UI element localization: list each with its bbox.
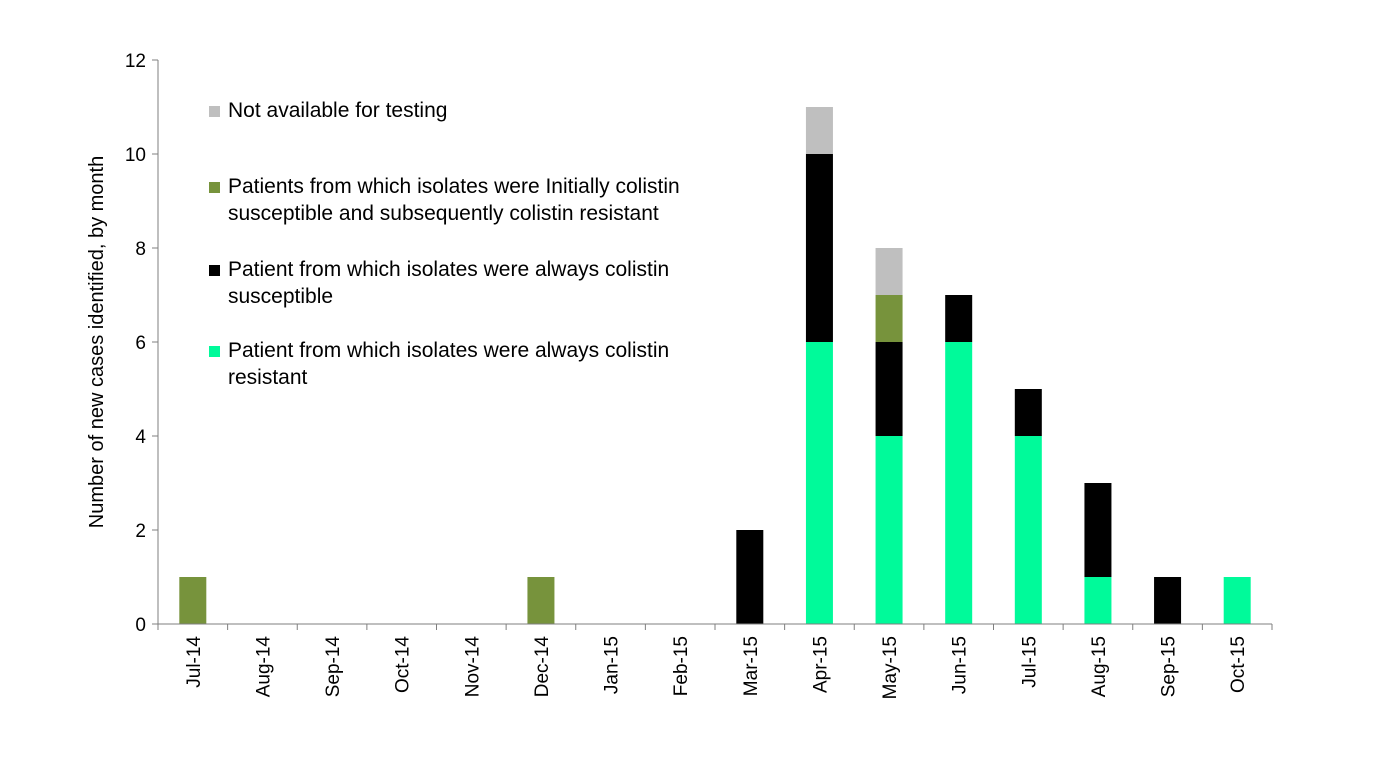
bar-segment-sep-15-s1 <box>1154 577 1182 624</box>
x-tick-label-nov-14: Nov-14 <box>462 636 483 698</box>
legend-swatch-1 <box>209 182 220 193</box>
bar-segment-mar-15-s1 <box>736 530 764 624</box>
bar-segment-jul-15-s1 <box>1014 389 1042 436</box>
bar-segment-apr-15-s0 <box>805 342 833 624</box>
x-tick-label-mar-15: Mar-15 <box>741 636 762 696</box>
x-tick-label-sep-15: Sep-15 <box>1159 636 1180 697</box>
x-tick-label-oct-15: Oct-15 <box>1228 636 1249 693</box>
bar-segment-may-15-s2 <box>875 295 903 342</box>
legend-swatch-0 <box>209 106 220 117</box>
y-tick-label: 12 <box>125 51 146 72</box>
x-tick-label-feb-15: Feb-15 <box>671 636 692 696</box>
legend-label-3: resistant <box>228 366 308 389</box>
axes-group: 0 2 4 6 8 10 12 Jul-14 Aug-14 Sep-14 Oct-14 Nov-14 D… <box>125 51 1273 699</box>
bar-segment-oct-15-s0 <box>1223 577 1251 624</box>
bar-segment-aug-15-s0 <box>1084 577 1112 624</box>
bar-segment-jun-15-s1 <box>945 295 973 342</box>
legend-swatch-2 <box>209 265 220 276</box>
bar-segment-jun-15-s0 <box>945 342 973 624</box>
x-tick-label-may-15: May-15 <box>880 636 901 699</box>
x-tick-label-jul-15: Jul-15 <box>1019 636 1040 688</box>
legend-swatch-3 <box>209 346 220 357</box>
x-tick-label-aug-15: Aug-15 <box>1089 636 1110 697</box>
x-tick-label-jul-14: Jul-14 <box>184 636 205 688</box>
legend-label-1: Patients from which isolates were Initia… <box>228 175 680 198</box>
x-tick-label-sep-14: Sep-14 <box>323 636 344 698</box>
bar-segment-apr-15-s1 <box>805 154 833 342</box>
bar-segment-dec-14-s2 <box>527 577 555 624</box>
bar-segment-jul-14-s2 <box>179 577 207 624</box>
legend: Not available for testing Patients from w… <box>209 99 680 389</box>
y-tick-label: 10 <box>125 145 146 166</box>
bar-segment-apr-15-s3 <box>805 107 833 154</box>
x-tick-label-apr-15: Apr-15 <box>810 636 831 693</box>
y-axis-title: Number of new cases identified, by month <box>86 156 108 528</box>
x-tick-label-aug-14: Aug-14 <box>253 636 274 698</box>
x-tick-label-jun-15: Jun-15 <box>950 636 971 694</box>
legend-label-2: susceptible <box>228 285 333 308</box>
bars-group <box>179 107 1251 624</box>
bar-segment-jul-15-s0 <box>1014 436 1042 624</box>
y-tick-label: 6 <box>135 333 146 354</box>
bar-segment-may-15-s0 <box>875 436 903 624</box>
legend-label-3: Patient from which isolates were always … <box>228 339 669 362</box>
legend-label-1: susceptible and subsequently colistin re… <box>228 202 659 225</box>
y-tick-label: 8 <box>135 239 146 260</box>
legend-label-2: Patient from which isolates were always … <box>228 258 669 281</box>
x-tick-label-dec-14: Dec-14 <box>532 636 553 698</box>
y-tick-label: 0 <box>135 615 146 636</box>
y-tick-label: 4 <box>135 427 146 448</box>
legend-label-0: Not available for testing <box>228 99 447 122</box>
x-tick-label-oct-14: Oct-14 <box>393 636 414 693</box>
bar-segment-aug-15-s1 <box>1084 483 1112 577</box>
y-tick-label: 2 <box>135 521 146 542</box>
bar-segment-may-15-s1 <box>875 342 903 436</box>
x-tick-label-jan-15: Jan-15 <box>602 636 623 694</box>
bar-segment-may-15-s3 <box>875 248 903 295</box>
